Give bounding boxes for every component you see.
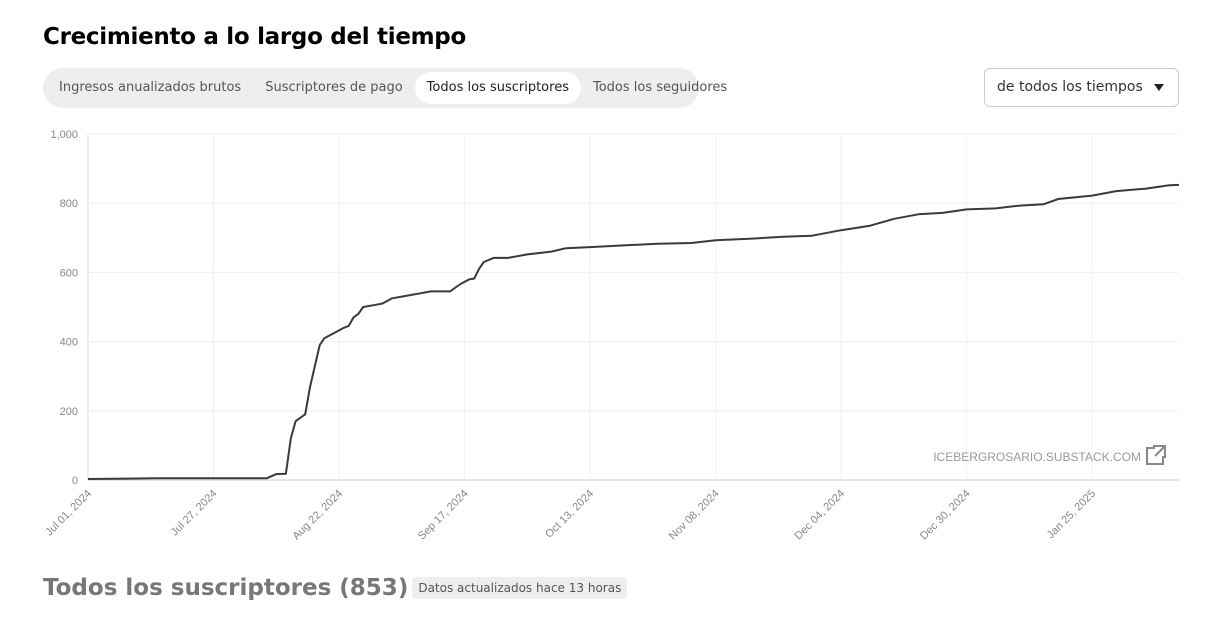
x-tick-label: Aug 22, 2024 (290, 488, 345, 543)
footer-title: Todos los suscriptores (853) (43, 575, 409, 601)
y-tick-label: 600 (60, 267, 78, 279)
dropdown-arrow (1154, 84, 1164, 91)
tab[interactable]: Todos los seguidores (592, 80, 728, 95)
dropdown-label: de todos los tiempos (997, 79, 1143, 95)
y-tick-label: 200 (60, 406, 78, 418)
footer: Todos los suscriptores (853) Datos actua… (43, 575, 628, 601)
tab[interactable]: Todos los suscriptores (414, 72, 581, 104)
x-tick-label: Oct 13, 2024 (543, 488, 596, 541)
x-tick-label: Sep 17, 2024 (416, 488, 471, 543)
x-tick-label: Jul 01, 2024 (43, 488, 94, 539)
y-tick-label: 0 (72, 475, 78, 487)
tab-bar: Ingresos anualizados brutos Suscriptores … (43, 68, 727, 108)
external-link-icon (1146, 445, 1166, 465)
page-title: Crecimiento a lo largo del tiempo (43, 24, 466, 50)
x-tick-label: Jul 27, 2024 (169, 488, 220, 539)
x-tick-label: Dec 30, 2024 (918, 488, 973, 543)
series-line (87, 183, 1180, 480)
tab[interactable]: Ingresos anualizados brutos (59, 80, 242, 95)
x-tick-label: Nov 08, 2024 (667, 488, 722, 543)
y-tick-label: 1,000 (50, 129, 78, 141)
x-tick-label: Dec 04, 2024 (792, 488, 847, 543)
y-tick-label: 800 (60, 198, 78, 210)
range-dropdown[interactable]: de todos los tiempos (984, 68, 1179, 107)
update-note: Datos actualizados hace 13 horas (412, 577, 628, 599)
watermark: ICEBERGROSARIO.SUBSTACK.COM (933, 450, 1141, 464)
y-tick-label: 400 (60, 337, 78, 349)
x-tick-label: Jan 25, 2025 (1045, 488, 1098, 541)
chart: 0 200 400 600 800 1,000 Jul 01, 2024 Jul 27, 20… (43, 129, 1180, 543)
tab[interactable]: Suscriptores de pago (265, 80, 403, 95)
